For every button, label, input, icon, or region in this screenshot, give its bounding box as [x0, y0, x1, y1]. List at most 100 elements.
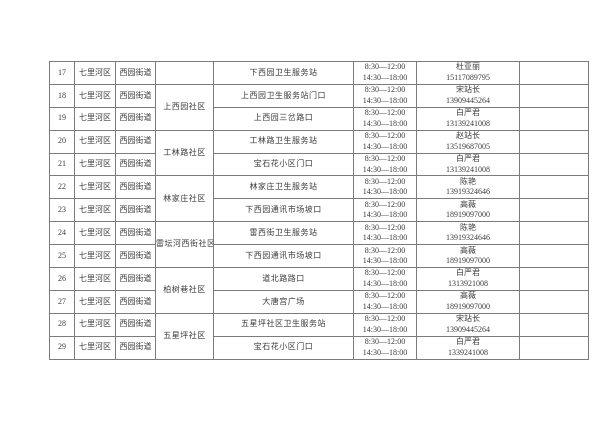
- contact-name: 白严君: [456, 268, 480, 278]
- service-hours-cell: 8:30—12:00 14:30—18:00: [353, 198, 417, 223]
- morning-hours: 8:30—12:00: [364, 154, 406, 163]
- contact-phone: 18919097000: [446, 256, 490, 266]
- district-cell: 七里河区: [74, 244, 116, 269]
- morning-hours: 8:30—12:00: [364, 314, 406, 324]
- table-row: 22 七里河区 西园街道 林家庄社区 林家庄卫生服务站 8:30—12:00 14:30—1…: [49, 175, 589, 223]
- row-number-cell: 21: [49, 152, 75, 177]
- street-cell: 西园街道: [115, 83, 156, 108]
- station-name-cell: 林家庄卫生服务站: [213, 175, 354, 200]
- table-row: 26 七里河区 西园街道 柏树巷社区 道北路路口 8:30—12:00 14:30—18:0…: [49, 267, 589, 314]
- contact-phone: 1313921008: [448, 278, 488, 288]
- morning-hours: 8:30—12:00: [364, 222, 406, 232]
- contact-name: 赵站长: [456, 131, 480, 141]
- street-cell: 西园街道: [115, 152, 156, 177]
- contact-phone: 13139241008: [446, 164, 490, 174]
- service-hours-cell: 8:30—12:00 14:30—18:00: [353, 335, 417, 360]
- row-number-cell: 20: [49, 129, 75, 154]
- district-cell: 七里河区: [74, 335, 116, 360]
- community-cell: 五星坪社区: [155, 312, 214, 360]
- remark-cell-empty: [519, 335, 589, 360]
- street-cell: 西园街道: [115, 106, 156, 131]
- contact-phone: 15117089795: [446, 72, 490, 82]
- table-row: 18 七里河区 西园街道 上西园社区 上西园卫生服务站门口 8:30—12:00 14:30…: [49, 83, 589, 131]
- contact-cell: 陈艳 13919324646: [416, 221, 520, 246]
- district-cell: 七里河区: [74, 289, 116, 314]
- service-hours-cell: 8:30—12:00 14:30—18:00: [353, 152, 417, 177]
- contact-cell: 高薇 18919097000: [416, 244, 520, 269]
- service-hours-cell: 8:30—12:00 14:30—18:00: [353, 83, 417, 108]
- station-name-cell: 下西园通讯市场坡口: [213, 198, 354, 223]
- street-cell: 西园街道: [115, 129, 156, 154]
- contact-name: 白严君: [456, 154, 480, 163]
- row-number-cell: 19: [49, 106, 75, 131]
- morning-hours: 8:30—12:00: [364, 291, 406, 301]
- morning-hours: 8:30—12:00: [364, 199, 406, 209]
- contact-name: 宋站长: [456, 85, 480, 95]
- street-cell: 西园街道: [115, 267, 156, 291]
- contact-cell: 宋站长 13909445264: [416, 83, 520, 108]
- service-hours-cell: 8:30—12:00 14:30—18:00: [353, 61, 417, 85]
- contact-name: 高薇: [460, 245, 476, 255]
- contact-name: 宋站长: [456, 314, 480, 324]
- contact-cell: 白严君 1339241008: [416, 335, 520, 360]
- remark-cell-empty: [519, 244, 589, 269]
- contact-name: 高薇: [460, 199, 476, 209]
- afternoon-hours: 14:30—18:00: [362, 256, 408, 266]
- street-cell: 西园街道: [115, 175, 156, 200]
- row-number-cell: 28: [49, 312, 75, 337]
- station-name-cell: 宝石花小区门口: [213, 152, 354, 177]
- afternoon-hours: 14:30—18:00: [362, 347, 408, 357]
- contact-cell: 陈艳 13919324646: [416, 175, 520, 200]
- remark-cell-empty: [519, 312, 589, 337]
- contact-cell: 白严君 1313921008: [416, 267, 520, 291]
- morning-hours: 8:30—12:00: [364, 108, 406, 118]
- contact-cell: 高薇 18919097000: [416, 198, 520, 223]
- service-hours-cell: 8:30—12:00 14:30—18:00: [353, 267, 417, 291]
- morning-hours: 8:30—12:00: [364, 62, 406, 72]
- service-hours-cell: 8:30—12:00 14:30—18:00: [353, 244, 417, 269]
- district-cell: 七里河区: [74, 152, 116, 177]
- contact-phone: 13519687005: [446, 141, 490, 151]
- district-cell: 七里河区: [74, 61, 116, 85]
- street-cell: 西园街道: [115, 221, 156, 246]
- service-hours-cell: 8:30—12:00 14:30—18:00: [353, 221, 417, 246]
- station-name-cell: 道北路路口: [213, 267, 354, 291]
- morning-hours: 8:30—12:00: [364, 268, 406, 278]
- contact-phone: 13919324646: [446, 187, 490, 197]
- community-cell: 柏树巷社区: [155, 267, 214, 314]
- contact-cell: 白严君 13139241008: [416, 152, 520, 177]
- remark-cell-empty: [519, 267, 589, 291]
- station-name-cell: 大唐宫广场: [213, 289, 354, 314]
- district-cell: 七里河区: [74, 221, 116, 246]
- table-row: 17 七里河区 西园街道 下西园卫生服务站 8:30—12:00 14:30—18:00 杜…: [49, 61, 589, 85]
- remark-cell-empty: [519, 129, 589, 154]
- remark-cell-empty: [519, 61, 589, 85]
- row-number-cell: 18: [49, 83, 75, 108]
- row-number-cell: 23: [49, 198, 75, 223]
- service-hours-cell: 8:30—12:00 14:30—18:00: [353, 289, 417, 314]
- community-cell: 雷坛河西街社区: [155, 221, 214, 269]
- service-hours-cell: 8:30—12:00 14:30—18:00: [353, 312, 417, 337]
- row-number-cell: 24: [49, 221, 75, 246]
- contact-cell: 赵站长 13519687005: [416, 129, 520, 154]
- afternoon-hours: 14:30—18:00: [362, 95, 408, 105]
- station-name-cell: 下西园通讯市场坡口: [213, 244, 354, 269]
- contact-name: 白严君: [456, 108, 480, 118]
- remark-cell-empty: [519, 289, 589, 314]
- row-number-cell: 27: [49, 289, 75, 314]
- table-row: 19 七里河区 西园街道 上西园三岔路口 8:30—12:00 14:30—18:00 白严…: [49, 106, 589, 131]
- health-station-schedule-table: 17 七里河区 西园街道 下西园卫生服务站 8:30—12:00 14:30—18:00 杜…: [49, 61, 589, 360]
- table-row: 24 七里河区 西园街道 雷坛河西街社区 雷西街卫生服务站 8:30—12:00 14:30…: [49, 221, 589, 269]
- district-cell: 七里河区: [74, 198, 116, 223]
- street-cell: 西园街道: [115, 289, 156, 314]
- row-number-cell: 29: [49, 335, 75, 360]
- station-name-cell: 工林路卫生服务站: [213, 129, 354, 154]
- row-number-cell: 25: [49, 244, 75, 269]
- district-cell: 七里河区: [74, 106, 116, 131]
- contact-phone: 13919324646: [446, 233, 490, 243]
- afternoon-hours: 14:30—18:00: [362, 118, 408, 128]
- contact-cell: 白严君 13139241008: [416, 106, 520, 131]
- station-name-cell: 下西园卫生服务站: [213, 61, 354, 85]
- community-cell: 工林路社区: [155, 129, 214, 177]
